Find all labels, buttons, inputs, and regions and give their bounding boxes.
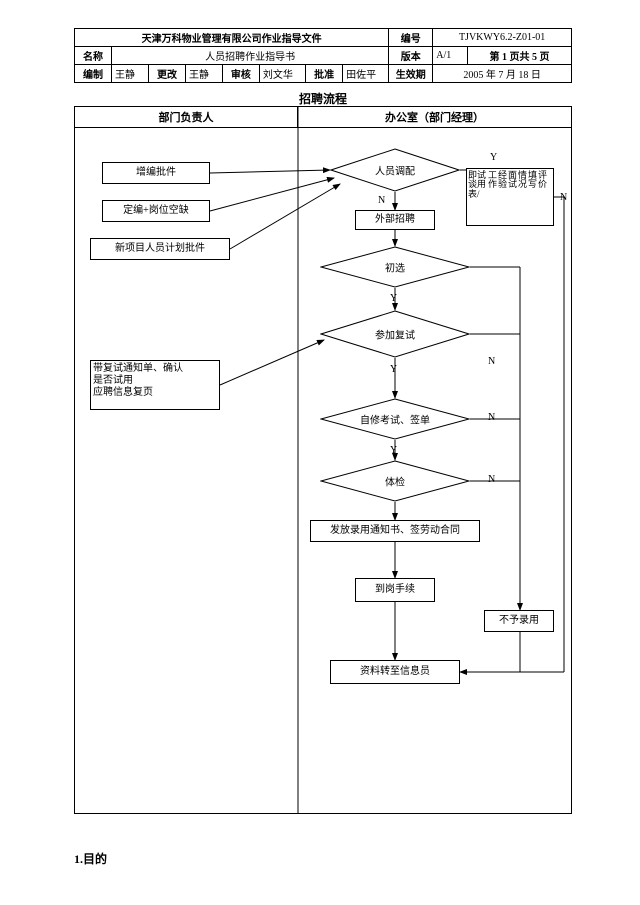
y2: Y [390, 293, 397, 304]
approve-value: 田佐平 [343, 65, 389, 83]
diamond-allocate: 人员调配 [330, 148, 460, 192]
code-label: 编号 [389, 29, 433, 47]
sn6: 填写 [528, 171, 537, 190]
name-value: 人员招聘作业指导书 [111, 47, 388, 65]
rect-reject: 不予录用 [484, 610, 554, 632]
ver-label: 版本 [389, 47, 433, 65]
n3: N [488, 412, 495, 423]
sn3: 经验 [498, 171, 507, 190]
ver-value: A/1 [433, 47, 468, 65]
author-label: 编制 [75, 65, 112, 83]
section-1: 1.目的 [74, 850, 107, 867]
code-value: TJVKWY6.2-Z01-01 [433, 29, 572, 47]
n1: N [378, 195, 385, 206]
doc-org: 天津万科物业管理有限公司作业指导文件 [75, 29, 389, 47]
n4: N [488, 474, 495, 485]
n2: N [488, 356, 495, 367]
left-box-3: 新项目人员计划批件 [90, 238, 230, 260]
diamond-exam: 自修考试、签单 [320, 398, 470, 440]
diamond-first: 初选 [320, 246, 470, 288]
name-label: 名称 [75, 47, 112, 65]
rect-offer: 发放录用通知书、签劳动合同 [310, 520, 480, 542]
review-label: 审核 [222, 65, 259, 83]
rect-external: 外部招聘 [355, 210, 435, 230]
rect-archive: 资料转至信息员 [330, 660, 460, 684]
diamond-second: 参加复试 [320, 310, 470, 358]
y3: Y [390, 364, 397, 375]
n5: N [560, 192, 567, 203]
left-box-1: 增编批件 [102, 162, 210, 184]
diamond-medical: 体检 [320, 460, 470, 502]
change-value: 王静 [185, 65, 222, 83]
author-value: 王静 [111, 65, 148, 83]
flow-title: 招聘流程 [74, 90, 572, 107]
sn7: 评价 [538, 171, 547, 190]
effective-label: 生效期 [389, 65, 433, 83]
rect-onboard: 到岗手续 [355, 578, 435, 602]
left-box-2: 定编+岗位空缺 [102, 200, 210, 222]
review-value: 刘文华 [259, 65, 305, 83]
y1: Y [490, 152, 497, 163]
header-table: 天津万科物业管理有限公司作业指导文件 编号 TJVKWY6.2-Z01-01 名… [74, 28, 572, 83]
approve-label: 批准 [306, 65, 343, 83]
sn4: 面试 [508, 171, 517, 190]
page-info: 第 1 页共 5 页 [467, 47, 571, 65]
sn1: 即试谈用表/ [468, 171, 486, 199]
change-label: 更改 [148, 65, 185, 83]
effective-value: 2005 年 7 月 18 日 [433, 65, 572, 83]
sn5: 情况 [518, 171, 527, 190]
left-box-4: 带复试通知单、确认 是否试用 应聘信息复页 [90, 360, 220, 410]
y4: Y [390, 445, 397, 456]
sn2: 工作 [488, 171, 497, 190]
